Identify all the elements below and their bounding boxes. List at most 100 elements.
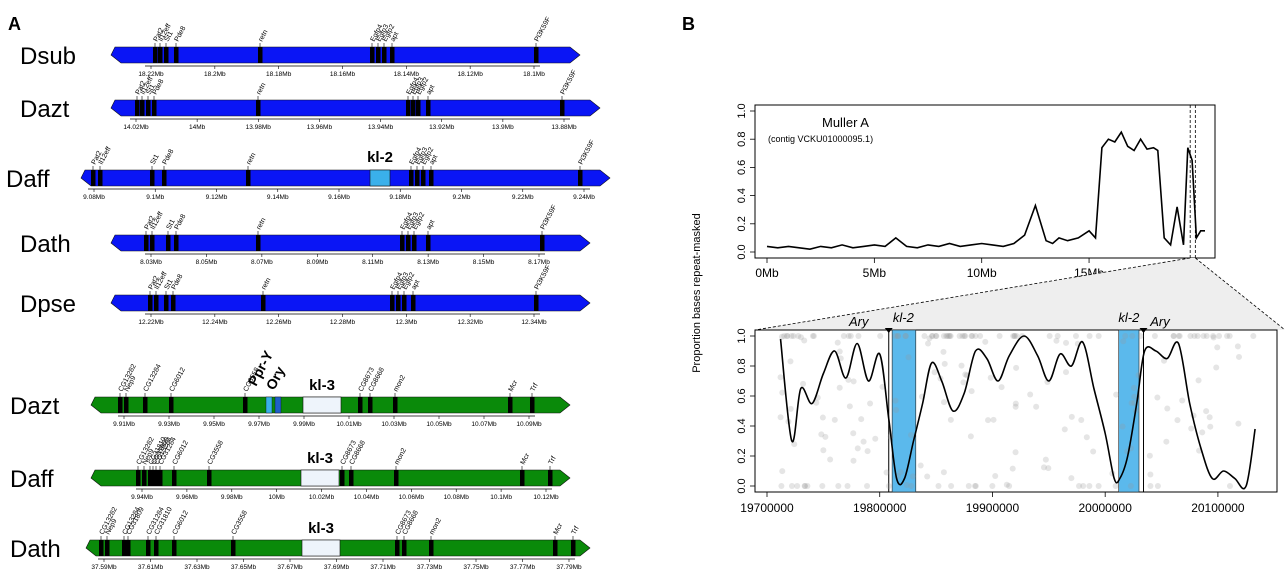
gene-block <box>146 100 151 116</box>
gene-block <box>548 470 553 486</box>
scatter-point <box>943 333 950 339</box>
gene-label: apt <box>426 84 437 96</box>
gene-label: Pde8 <box>171 273 185 291</box>
scatter-point <box>858 416 865 423</box>
tick-label: 10.04Mb <box>354 494 380 501</box>
gene-block <box>390 295 395 311</box>
scatter-point <box>1164 405 1171 412</box>
gene-block <box>158 470 163 486</box>
scatter-point <box>989 483 996 489</box>
top-xtick-label: 0Mb <box>755 266 779 280</box>
top-xtick-label: 10Mb <box>967 266 997 280</box>
tick-label: 13.9Mb <box>492 124 514 131</box>
scatter-point <box>1053 337 1060 344</box>
zoom-connector-right <box>1195 257 1286 331</box>
scatter-point <box>1076 483 1083 489</box>
scatter-point <box>779 468 786 475</box>
tick-label: 9.18Mb <box>389 194 411 201</box>
kl3-label: kl-3 <box>308 520 334 537</box>
scatter-point <box>982 338 989 345</box>
gene-block <box>172 540 177 556</box>
track-dazt-1: Dazt 14.02Mb 14Mb 13.98Mb 13.96Mb 13.94Mb 13.9… <box>20 69 601 131</box>
scatter-point <box>1210 333 1217 339</box>
tick-label: 8.11Mb <box>362 259 384 266</box>
gene-block <box>118 397 123 413</box>
scatter-point <box>877 333 884 339</box>
gene-block <box>560 100 565 116</box>
top-plot-subtitle: (contig VCKU01000095.1) <box>768 134 873 144</box>
scatter-point <box>777 374 784 381</box>
gene-block <box>411 295 416 311</box>
tick-label: 18.2Mb <box>204 71 226 78</box>
gene-block <box>390 47 395 63</box>
scatter-point <box>1179 397 1186 404</box>
gene-label: CG6012 <box>169 367 187 393</box>
scatter-point <box>1011 333 1018 339</box>
gene-block <box>370 47 375 63</box>
gene-label: apt <box>429 154 440 166</box>
scatter-point <box>1216 333 1223 339</box>
tick-label: 8.03Mb <box>140 259 162 266</box>
gene-label: retn <box>261 277 273 291</box>
gene-block <box>349 470 354 486</box>
scatter-point <box>958 362 965 369</box>
gene-block <box>136 470 141 486</box>
scatter-point <box>931 369 938 376</box>
gene-block <box>256 100 261 116</box>
scatter-point <box>962 371 969 378</box>
gene-block <box>151 470 156 486</box>
gene-block <box>152 100 157 116</box>
scatter-point <box>996 333 1003 339</box>
scatter-point <box>935 483 942 489</box>
gene-block <box>382 47 387 63</box>
top-ytick-label: 0.8 <box>736 132 748 147</box>
gene-block <box>409 170 414 186</box>
gene-block <box>421 170 426 186</box>
scatter-point <box>933 333 940 339</box>
scatter-point <box>1226 483 1233 489</box>
scatter-point <box>1040 464 1047 471</box>
scatter-point <box>1154 394 1161 401</box>
scatter-point <box>941 360 948 367</box>
gene-label: retn <box>246 152 258 166</box>
gene-block <box>534 47 539 63</box>
bottom-xtick-label: 20100000 <box>1191 501 1245 515</box>
gene-block <box>172 470 177 486</box>
gene-block <box>140 100 145 116</box>
gene-block <box>358 397 363 413</box>
gene-label: Trf <box>530 382 540 393</box>
scatter-point <box>840 333 847 339</box>
gene-label: mon2 <box>429 517 443 536</box>
scatter-point <box>1072 333 1079 339</box>
scatter-point <box>834 339 841 346</box>
gene-block <box>143 397 148 413</box>
bottom-ytick-label: 0.6 <box>736 388 748 403</box>
bottom-smooth-curve <box>779 335 1256 490</box>
scatter-point <box>864 483 871 489</box>
ary-arrow-right <box>1139 328 1148 333</box>
tick-label: 37.67Mb <box>277 564 303 571</box>
top-series-line <box>766 130 1205 251</box>
scatter-point <box>977 333 984 339</box>
tick-label: 37.59Mb <box>91 564 117 571</box>
gene-block <box>207 470 212 486</box>
species-label: Dazt <box>10 393 60 420</box>
scatter-point <box>1011 333 1018 339</box>
gene-block <box>394 470 399 486</box>
gene-label: Pde8 <box>162 148 176 166</box>
scatter-point <box>1013 364 1020 371</box>
scatter-point <box>908 483 915 489</box>
tick-label: 9.96Mb <box>176 494 198 501</box>
gene-label: St1 <box>166 218 177 231</box>
track-dpse-4: Dpse 12.22Mb 12.24Mb 12.26Mb 12.28Mb 12.3Mb 12… <box>20 264 591 326</box>
scatter-point <box>835 483 842 489</box>
scatter-point <box>1054 333 1061 339</box>
scatter-point <box>831 416 838 423</box>
tick-label: 8.15Mb <box>473 259 495 266</box>
scatter-point <box>1174 417 1181 424</box>
scatter-point <box>1206 414 1213 421</box>
gene-block <box>174 47 179 63</box>
gene-block <box>142 470 147 486</box>
scatter-point <box>924 473 931 480</box>
